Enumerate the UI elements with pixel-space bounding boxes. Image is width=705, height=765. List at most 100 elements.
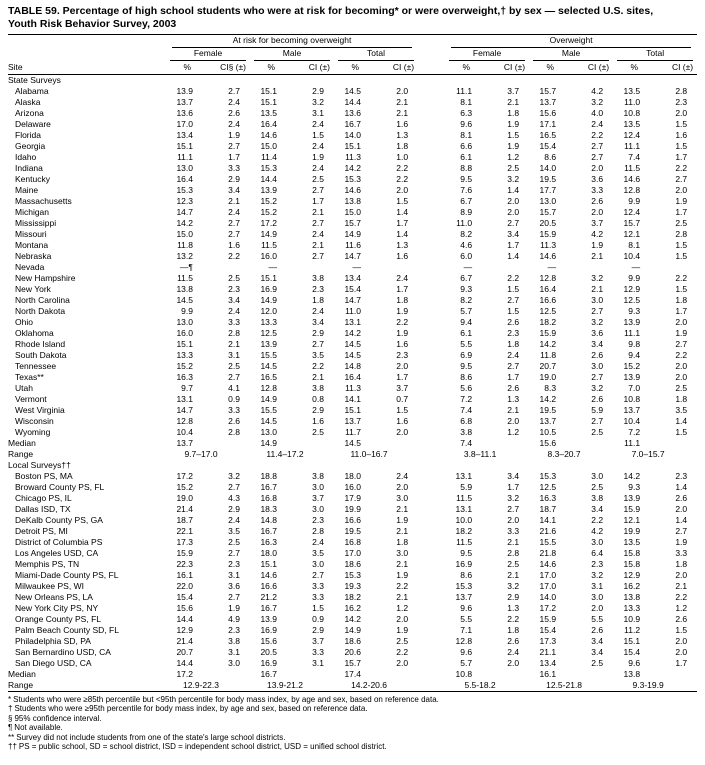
ci-cell: 2.3 [228,283,240,294]
percent-cell: 15.5 [260,404,277,415]
percent-cell: 13.3 [623,602,641,613]
ci-cell: 2.4 [396,272,409,283]
percent-cell: 12.4 [623,206,641,217]
ci-cell [376,669,418,680]
ci-cell: 2.0 [675,371,688,382]
site-cell: Tennessee [15,360,57,371]
ci-cell: 3.3 [591,184,604,195]
percent-cell: 13.4 [176,129,193,140]
percent-cell: — [547,261,557,272]
percent-cell: 14.7 [344,294,361,305]
ci-cell: 2.6 [591,624,604,635]
ci-cell: 3.1 [312,107,324,118]
percent-cell: 5.7 [460,305,473,316]
percent-cell: 15.1 [260,85,277,96]
ci-cell: 3.2 [591,96,604,107]
ci-cell: 3.4 [591,503,604,514]
ci-cell: 1.8 [507,107,520,118]
percent-cell: 15.2 [260,195,277,206]
percent-cell: 14.7 [176,206,193,217]
empty-header-cell [8,48,166,61]
table-row: Milwaukee PS, WI 22.0 3.6 16.6 3.3 19.3 2.2 15.… [8,581,697,592]
ci-cell: 3.8 [591,492,604,503]
ci-cell: 2.7 [507,294,520,305]
ci-cell: 3.3 [312,646,324,657]
percent-cell: 15.6 [176,602,193,613]
percent-cell: 9.3 [628,305,641,316]
ci-cell: 2.2 [507,613,520,624]
percent-cell: 14.9 [260,393,277,404]
ci-cell: 2.1 [591,250,604,261]
ci-cell: 3.1 [228,569,240,580]
percent-cell: 15.3 [344,173,361,184]
percent-cell: 22.0 [176,580,193,591]
site-cell: Vermont [15,393,47,404]
site-cell: DeKalb County PS, GA [15,514,103,525]
table-row: Boston PS, MA 17.2 3.2 18.8 3.8 18.0 2.4 13.1 3.… [8,471,697,482]
column-spacer [418,218,445,229]
footnote-text: Survey did not include students from one… [16,732,286,742]
percent-cell: 10.8 [623,107,641,118]
ci-cell: 1.7 [507,239,520,250]
percent-cell: 15.3 [455,580,473,591]
ci-cell: 3.6 [591,327,604,338]
ci-cell: 1.5 [675,140,688,151]
footnote-marker: †† [8,742,17,751]
ci-cell: 3.4 [591,338,604,349]
ci-cell: 2.1 [396,503,409,514]
ci-cell: 1.5 [396,195,409,206]
ci-cell: 2.1 [675,580,688,591]
percent-cell: 22.1 [176,525,193,536]
percent-cell: 15.7 [344,217,361,228]
table-row: South Dakota 13.3 3.1 15.5 3.5 14.5 2.3 6.9 2.4 1… [8,350,697,361]
percent-cell: 18.6 [344,635,361,646]
percent-cell: 15.2 [176,360,193,371]
percent-cell: — [631,261,641,272]
table-row: Detroit PS, MI 22.1 3.5 16.7 2.8 19.5 2.1 18.2 3… [8,526,697,537]
ci-cell: 1.0 [396,151,409,162]
ci-cell: 2.3 [507,327,520,338]
ci-cell: 1.8 [396,140,409,151]
table-row: Utah 9.7 4.1 12.8 3.8 11.3 3.7 5.6 2.6 8.3 3.2 7.0 2… [8,383,697,394]
ci-header: CI§ (±) [208,61,250,75]
ci-cell: 2.9 [312,327,324,338]
ci-cell: 2.5 [591,426,604,437]
percent-header: % [250,61,292,75]
percent-cell: 15.0 [260,140,277,151]
site-cell: Georgia [15,140,46,151]
footnote-text: Students who were ≥95th percentile for b… [14,704,368,713]
ci-cell [655,438,697,449]
percent-cell: 19.5 [539,404,557,415]
ci-cell: 3.2 [507,492,520,503]
table-row: Indiana 13.0 3.3 15.3 2.4 14.2 2.2 8.8 2.5 14.0 2.… [8,163,697,174]
percent-cell: 15.9 [623,503,641,514]
subheader-total-2: Total [613,48,697,61]
ci-header: CI (±) [292,61,334,75]
percent-cell: 17.3 [539,635,557,646]
percent-cell: 15.9 [176,547,193,558]
ci-cell: 4.2 [591,85,604,96]
percent-cell: 5.7 [460,657,473,668]
group-header-overweight: Overweight [445,35,697,48]
site-cell: Mississippi [15,217,57,228]
ci-cell: 2.7 [507,503,520,514]
ci-cell: 1.5 [675,239,688,250]
percent-cell: 12.8 [260,382,277,393]
column-spacer [418,449,445,460]
percent-cell: 21.1 [539,646,557,657]
ci-cell: 1.8 [396,536,409,547]
column-spacer [418,207,445,218]
percent-cell: 20.7 [176,646,193,657]
percent-cell: 14.5 [344,338,361,349]
ci-cell: 1.7 [312,195,324,206]
column-spacer [418,48,445,61]
percent-cell: 12.0 [260,305,277,316]
ci-cell: 2.5 [396,635,409,646]
ci-cell [376,438,418,449]
ci-cell: 1.5 [312,129,324,140]
site-cell: Oklahoma [15,327,54,338]
site-cell: Arizona [15,107,44,118]
percent-cell: 18.6 [344,558,361,569]
ci-cell: 2.0 [396,657,409,668]
